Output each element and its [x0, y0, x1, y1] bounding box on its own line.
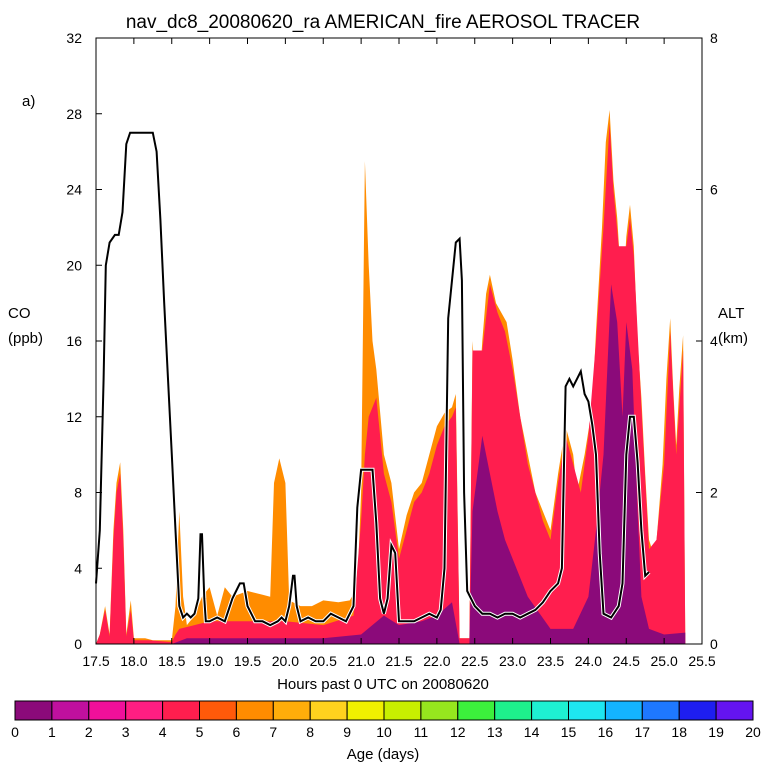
colorbar-tick-label: 5: [196, 724, 204, 740]
y-axis-left: 0 4 8 12 16 20 24 28 32: [66, 30, 102, 652]
x-tick-label: 19.5: [234, 653, 261, 669]
panel-label: a): [22, 93, 35, 110]
y-left-tick-label: 20: [66, 257, 82, 273]
colorbar-swatch: [162, 700, 201, 721]
x-tick-label: 18.0: [120, 653, 147, 669]
y-right-tick-label: 4: [710, 333, 718, 349]
x-tick-label: 24.0: [575, 653, 602, 669]
colorbar-label: Age (days): [347, 746, 420, 763]
colorbar-tick-label: 19: [708, 724, 724, 740]
colorbar-tick-label: 20: [745, 724, 761, 740]
series-altitude: [94, 130, 651, 628]
x-tick-label: 23.0: [499, 653, 526, 669]
colorbar-swatch: [125, 700, 164, 721]
colorbar-swatch: [235, 700, 274, 721]
colorbar-tick-label: 0: [11, 724, 19, 740]
y-right-tick-label: 6: [710, 182, 718, 198]
colorbar-tick-label: 10: [376, 724, 392, 740]
y-left-tick-label: 4: [74, 560, 82, 576]
series-co-mid-age: [96, 123, 686, 644]
colorbar-swatch: [199, 700, 237, 721]
x-tick-label: 17.5: [82, 653, 109, 669]
y-left-tick-label: 0: [74, 636, 82, 652]
colorbar-swatch: [494, 700, 533, 721]
y-left-tick-label: 32: [66, 30, 82, 46]
colorbar-swatch: [457, 700, 496, 721]
colorbar-tick-label: 13: [487, 724, 503, 740]
colorbar-tick-label: 14: [524, 724, 540, 740]
colorbar-swatch: [88, 700, 127, 721]
x-tick-label: 18.5: [158, 653, 185, 669]
x-tick-label: 21.5: [385, 653, 412, 669]
y-right-tick-label: 2: [710, 485, 718, 501]
y-axis-right: 0 2 4 6 8: [696, 30, 718, 652]
colorbar-swatch: [272, 700, 311, 721]
colorbar-swatch: [346, 700, 385, 721]
x-tick-label: 22.0: [423, 653, 450, 669]
colorbar-swatch: [383, 700, 422, 721]
colorbar-tick-label: 17: [635, 724, 651, 740]
colorbar-swatch: [715, 700, 754, 721]
co-young-area: [96, 284, 686, 644]
colorbar-tick-label: 1: [48, 724, 56, 740]
y-left-tick-label: 28: [66, 106, 82, 122]
x-tick-label: 22.5: [461, 653, 488, 669]
colorbar-swatch: [309, 700, 348, 721]
colorbar-tick-label: 18: [671, 724, 687, 740]
colorbar-tick-label: 8: [306, 724, 314, 740]
x-tick-label: 25.0: [651, 653, 678, 669]
colorbar-tick-label: 16: [598, 724, 614, 740]
y-right-tick-label: 0: [710, 636, 718, 652]
colorbar-tick-label: 6: [233, 724, 241, 740]
colorbar-tick-label: 7: [269, 724, 277, 740]
x-tick-label: 19.0: [196, 653, 223, 669]
x-tick-label: 25.5: [688, 653, 715, 669]
colorbar-swatch: [604, 700, 643, 721]
colorbar-swatch: [678, 700, 717, 721]
colorbar: 0 1 2 3 4 5 6 7 8 9 10 11 12 13 14 15 16 17 18 19 20: [11, 700, 761, 740]
x-tick-label: 20.5: [310, 653, 337, 669]
colorbar-swatch: [14, 700, 53, 721]
colorbar-swatch: [420, 700, 459, 721]
y-axis-left-label-line2: (ppb): [8, 330, 43, 347]
colorbar-tick-label: 9: [343, 724, 351, 740]
plot-area: [94, 37, 703, 645]
y-left-tick-label: 24: [66, 182, 82, 198]
y-axis-right-label-line1: ALT: [718, 305, 744, 322]
y-left-tick-label: 16: [66, 333, 82, 349]
x-tick-label: 21.0: [348, 653, 375, 669]
altitude-line: [95, 131, 650, 627]
colorbar-tick-label: 12: [450, 724, 466, 740]
x-axis: 17.5 18.0 18.5 19.0 19.5 20.0 20.5 21.0 21.5 22.0…: [82, 38, 716, 669]
colorbar-tick-label: 2: [85, 724, 93, 740]
series-co-young: [96, 284, 686, 644]
colorbar-swatch: [531, 700, 569, 721]
x-tick-label: 23.5: [537, 653, 564, 669]
colorbar-tick-label: 11: [414, 724, 429, 740]
colorbar-swatch: [51, 700, 90, 721]
y-axis-left-label-line1: CO: [8, 305, 31, 322]
x-axis-label: Hours past 0 UTC on 20080620: [277, 676, 489, 693]
x-tick-label: 20.0: [272, 653, 299, 669]
colorbar-tick-label: 15: [561, 724, 577, 740]
colorbar-tick-label: 4: [159, 724, 167, 740]
colorbar-tick-label: 3: [122, 724, 130, 740]
colorbar-swatch: [641, 700, 680, 721]
x-tick-label: 24.5: [613, 653, 640, 669]
y-left-tick-label: 12: [66, 409, 82, 425]
colorbar-swatch: [568, 700, 606, 721]
y-axis-right-label-line2: (km): [718, 330, 748, 347]
chart-title: nav_dc8_20080620_ra AMERICAN_fire AEROSO…: [126, 12, 640, 33]
y-right-tick-label: 8: [710, 30, 718, 46]
y-left-tick-label: 8: [74, 485, 82, 501]
co-mid-age-area: [96, 123, 686, 644]
